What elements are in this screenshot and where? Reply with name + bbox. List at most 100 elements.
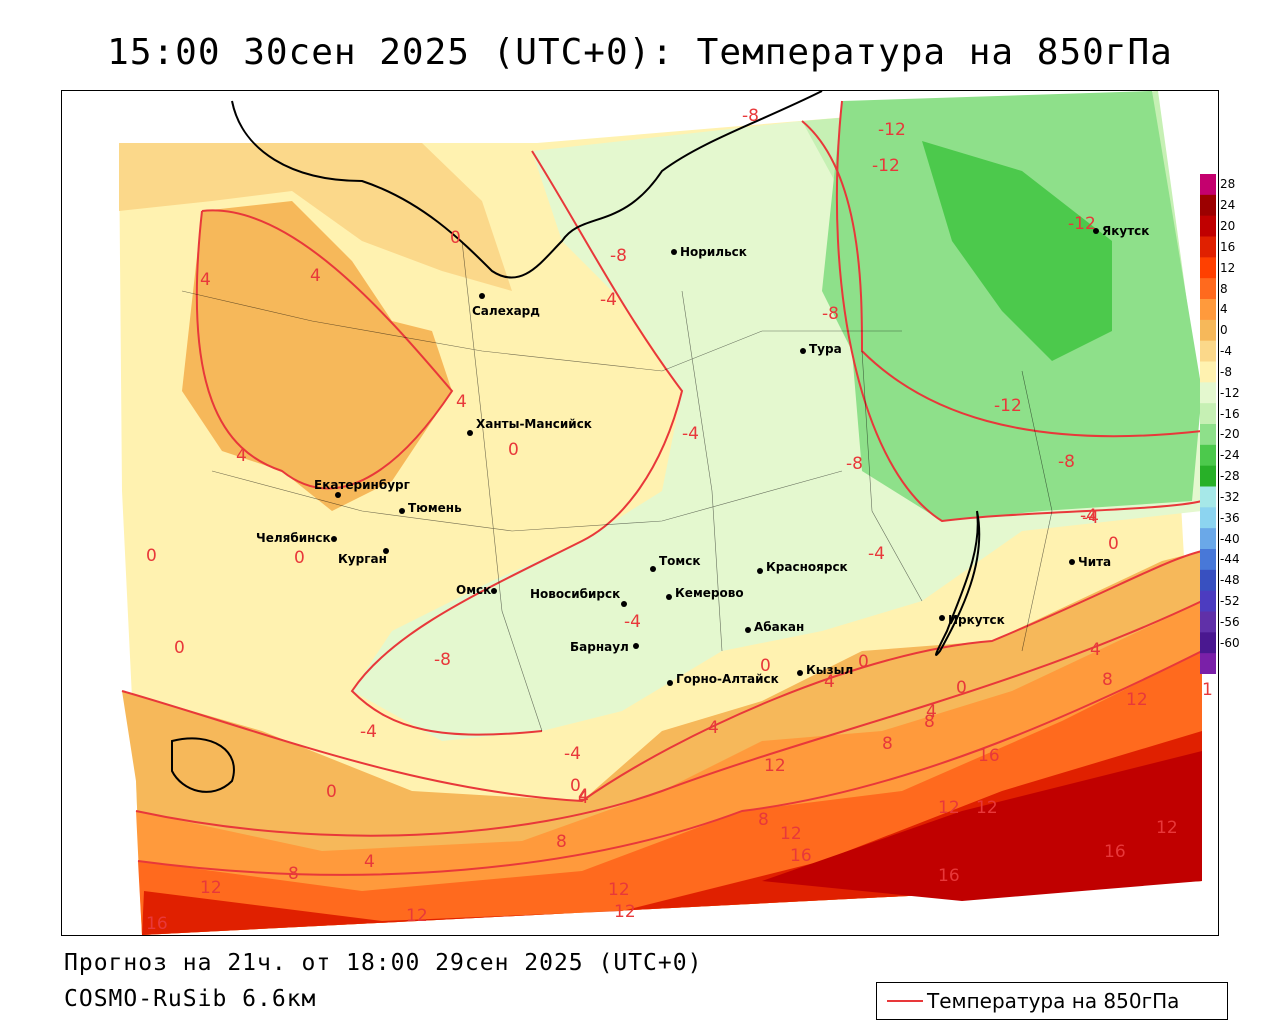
svg-text:4: 4: [364, 852, 375, 872]
city-gorno-altaysk: Горно-Алтайск: [667, 672, 779, 686]
warm-zone-northwest: [119, 143, 512, 291]
svg-text:Горно-Алтайск: Горно-Алтайск: [676, 672, 779, 686]
svg-text:-12: -12: [872, 156, 900, 176]
colorbar-swatch: [1200, 507, 1216, 529]
colorbar-swatch: [1200, 215, 1216, 237]
svg-text:Челябинск: Челябинск: [256, 531, 331, 545]
city-novosibirsk: Новосибирск: [530, 587, 627, 607]
colorbar-swatch: [1200, 653, 1216, 675]
svg-text:-4: -4: [360, 722, 377, 742]
city-tyumen: Тюмень: [399, 501, 462, 515]
svg-text:Кызыл: Кызыл: [806, 663, 853, 677]
svg-text:0: 0: [508, 440, 519, 460]
svg-text:12: 12: [938, 798, 960, 818]
svg-text:-8: -8: [846, 454, 863, 474]
colorbar-tick-label: -4: [1220, 344, 1232, 359]
svg-text:4: 4: [200, 270, 211, 290]
svg-text:-4: -4: [624, 612, 641, 632]
colorbar-swatch: [1200, 340, 1216, 362]
colorbar-tick-label: 28: [1220, 177, 1236, 192]
temperature-map[interactable]: Норильск Якутск Салехард Тура Ханты-Манс…: [61, 90, 1219, 936]
colorbar-tick-label: -48: [1220, 573, 1240, 588]
svg-text:Кемерово: Кемерово: [675, 586, 744, 600]
isotherms: [121, 100, 1203, 876]
city-omsk: Омск: [456, 583, 497, 597]
svg-text:4: 4: [310, 266, 321, 286]
svg-text:Томск: Томск: [659, 554, 701, 568]
svg-text:4: 4: [824, 672, 835, 692]
svg-text:Барнаул: Барнаул: [570, 640, 629, 654]
svg-text:-4: -4: [564, 744, 581, 764]
svg-text:Чита: Чита: [1078, 555, 1111, 569]
svg-text:-4: -4: [600, 290, 617, 310]
colorbar-swatch: [1200, 361, 1216, 383]
svg-text:0: 0: [174, 638, 185, 658]
city-kemerovo: Кемерово: [666, 586, 744, 600]
svg-text:-12: -12: [994, 396, 1022, 416]
svg-text:0: 0: [326, 782, 337, 802]
colorbar-tick-label: -24: [1220, 448, 1240, 463]
svg-text:Ханты-Мансийск: Ханты-Мансийск: [476, 417, 592, 431]
cold-zone-16: [922, 141, 1112, 361]
svg-text:Якутск: Якутск: [1102, 224, 1149, 238]
city-ekaterinburg: Екатеринбург: [314, 478, 410, 498]
city-tomsk: Томск: [650, 554, 701, 572]
colorbar-tick-label: 12: [1220, 260, 1236, 275]
svg-text:16: 16: [146, 914, 168, 934]
legend: Температура на 850гПа: [876, 982, 1228, 1020]
colorbar-swatch: [1200, 299, 1216, 321]
isotherm-labels: -8 -12 -12 -12 -8 -4 -4 -8 -4 -8 -12 -8 …: [146, 106, 1213, 934]
svg-text:8: 8: [924, 712, 935, 732]
svg-text:-8: -8: [742, 106, 759, 126]
region-borders: [181, 240, 1053, 732]
svg-text:-12: -12: [1068, 214, 1096, 234]
colorbar-tick-label: 20: [1220, 219, 1236, 234]
city-chelyabinsk: Челябинск: [256, 531, 337, 545]
svg-text:Тура: Тура: [809, 342, 842, 356]
colorbar-tick-label: -52: [1220, 594, 1240, 609]
svg-text:12: 12: [780, 824, 802, 844]
colorbar-swatch: [1200, 382, 1216, 404]
svg-text:12: 12: [614, 902, 636, 922]
svg-text:-4: -4: [682, 424, 699, 444]
svg-text:16: 16: [978, 746, 1000, 766]
svg-text:-8: -8: [1058, 452, 1075, 472]
svg-text:0: 0: [760, 656, 771, 676]
colorbar-swatch: [1200, 319, 1216, 342]
city-barnaul: Барнаул: [570, 640, 639, 654]
city-abakan: Абакан: [745, 620, 804, 634]
legend-label: Температура на 850гПа: [927, 989, 1180, 1013]
svg-text:12: 12: [976, 798, 998, 818]
colorbar-tick-label: -60: [1220, 635, 1240, 650]
colorbar-swatch: [1200, 236, 1216, 258]
svg-text:12: 12: [1126, 690, 1148, 710]
city-norilsk: Норильск: [671, 245, 747, 259]
svg-text:Салехард: Салехард: [472, 304, 540, 318]
city-chita: Чита: [1069, 555, 1111, 569]
svg-text:-12: -12: [878, 120, 906, 140]
svg-text:0: 0: [146, 546, 157, 566]
city-salekhard: Салехард: [472, 293, 540, 318]
svg-text:1: 1: [1202, 680, 1213, 700]
svg-text:-8: -8: [822, 304, 839, 324]
svg-text:Красноярск: Красноярск: [766, 560, 848, 574]
colorbar-swatch: [1200, 403, 1216, 425]
colorbar-tick-label: -56: [1220, 614, 1240, 629]
colorbar-tick-label: -40: [1220, 531, 1240, 546]
colorbar-tick-label: 24: [1220, 198, 1236, 213]
svg-text:0: 0: [570, 776, 581, 796]
svg-text:0: 0: [294, 548, 305, 568]
svg-text:8: 8: [288, 864, 299, 884]
colorbar-swatch: [1200, 569, 1216, 592]
colorbar-swatch: [1200, 424, 1216, 446]
svg-text:-4: -4: [1082, 508, 1099, 528]
svg-text:4: 4: [456, 392, 467, 412]
svg-text:-8: -8: [434, 650, 451, 670]
colorbar-swatch: [1200, 549, 1216, 571]
colorbar-swatch: [1200, 611, 1216, 633]
map-title: 15:00 30сен 2025 (UTC+0): Температура на…: [107, 32, 1173, 73]
colorbar-tick-label: 0: [1220, 323, 1228, 338]
cool-zone-center: [352, 121, 1202, 741]
legend-line-swatch: [887, 1000, 923, 1002]
svg-text:Иркутск: Иркутск: [948, 613, 1005, 627]
